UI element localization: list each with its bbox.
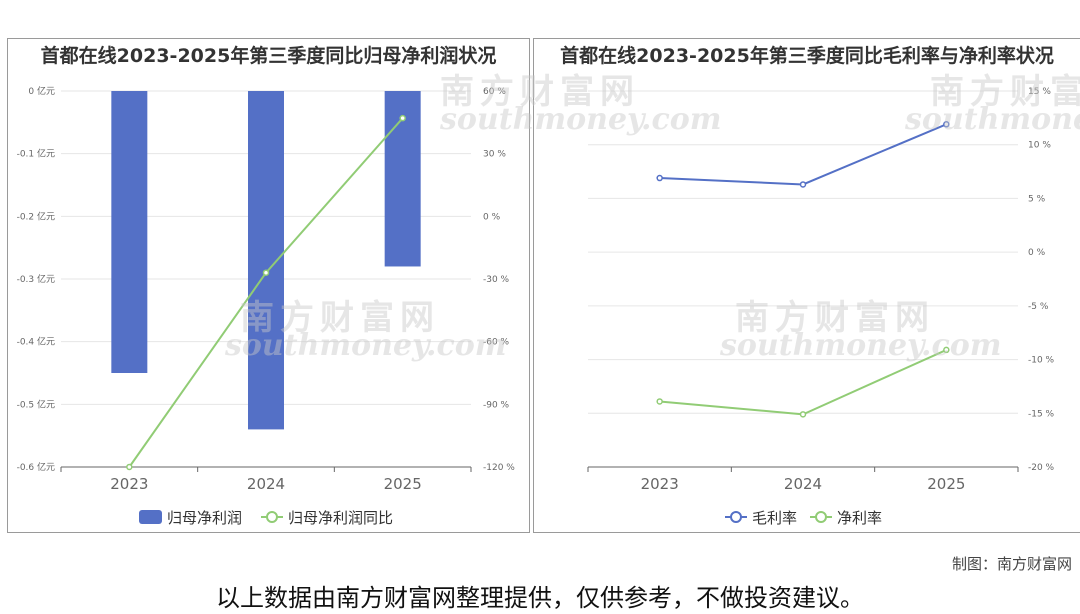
y-tick-label-right: -90 % xyxy=(483,400,510,410)
y-tick-label-right: 60 % xyxy=(483,87,506,97)
x-tick-label: 2023 xyxy=(110,475,148,493)
net-profit-chart: 0 亿元 -0.1 亿元 -0.2 亿元 -0.3 亿元 -0.4 亿元 -0.5 亿元 -… xyxy=(17,85,516,527)
legend-label: 净利率 xyxy=(837,509,882,527)
margin-chart: 15 % 10 % 5 % 0 % -5 % -10 % -15 % -20 % 2023 202… xyxy=(587,87,1055,527)
data-point xyxy=(656,174,663,182)
legend-swatch-marker xyxy=(266,511,278,523)
y-tick-label-right: -20 % xyxy=(1028,463,1055,473)
x-tick-label: 2025 xyxy=(927,475,965,493)
data-point xyxy=(656,398,663,405)
legend-label: 归母净利润 xyxy=(167,509,242,527)
y-tick-label-right: -30 % xyxy=(483,275,510,285)
y-tick-label-left: -0.6 亿元 xyxy=(17,461,55,473)
y-tick-label-right: -15 % xyxy=(1028,409,1055,419)
x-tick-label: 2024 xyxy=(247,475,285,493)
y-tick-label-left: 0 亿元 xyxy=(28,85,55,97)
bar xyxy=(111,91,148,373)
y-tick-label-right: 15 % xyxy=(1028,87,1051,97)
series-line xyxy=(659,123,947,186)
y-tick-label-left: -0.1 亿元 xyxy=(17,148,55,160)
chart-panel-net-profit: 首都在线2023-2025年第三季度同比归母净利润状况 0 亿元 -0.1 亿元 -… xyxy=(7,38,530,533)
chart-title: 首都在线2023-2025年第三季度同比归母净利润状况 xyxy=(40,45,497,67)
legend-label: 毛利率 xyxy=(752,509,797,527)
data-point xyxy=(943,121,950,128)
y-tick-label-right: -5 % xyxy=(1028,302,1049,312)
legend-swatch-marker xyxy=(815,511,827,523)
legend-label: 归母净利润同比 xyxy=(288,509,393,527)
data-point xyxy=(943,346,950,354)
data-point xyxy=(799,181,807,188)
y-tick-label-left: -0.4 亿元 xyxy=(17,336,55,348)
disclaimer-text: 以上数据由南方财富网整理提供，仅供参考，不做投资建议。 xyxy=(216,584,864,612)
data-point xyxy=(799,411,807,418)
y-tick-label-right: -120 % xyxy=(483,463,515,473)
chart-title: 首都在线2023-2025年第三季度同比毛利率与净利率状况 xyxy=(560,45,1054,67)
data-point xyxy=(262,269,270,276)
data-point xyxy=(399,114,406,122)
y-tick-label-right: 0 % xyxy=(483,212,501,222)
y-tick-label-right: -60 % xyxy=(483,338,510,348)
bar xyxy=(248,91,284,430)
y-tick-label-right: 5 % xyxy=(1028,194,1046,204)
y-tick-label-right: -10 % xyxy=(1028,356,1055,366)
x-tick-label: 2024 xyxy=(784,475,822,493)
x-tick-label: 2023 xyxy=(641,475,679,493)
x-tick-label: 2025 xyxy=(384,475,422,493)
chart-credit: 制图：南方财富网 xyxy=(951,555,1072,573)
y-tick-label-right: 30 % xyxy=(483,150,506,160)
legend-swatch-bar xyxy=(139,510,162,524)
legend-swatch-marker xyxy=(730,511,742,523)
y-tick-label-right: 0 % xyxy=(1028,248,1046,258)
data-point xyxy=(126,463,133,471)
chart-panel-margins: 首都在线2023-2025年第三季度同比毛利率与净利率状况 15 % 10 % 5 … xyxy=(533,38,1080,533)
y-tick-label-left: -0.5 亿元 xyxy=(17,398,55,410)
y-tick-label-left: -0.3 亿元 xyxy=(17,273,55,285)
y-tick-label-left: -0.2 亿元 xyxy=(17,210,55,222)
y-tick-label-right: 10 % xyxy=(1028,141,1051,151)
